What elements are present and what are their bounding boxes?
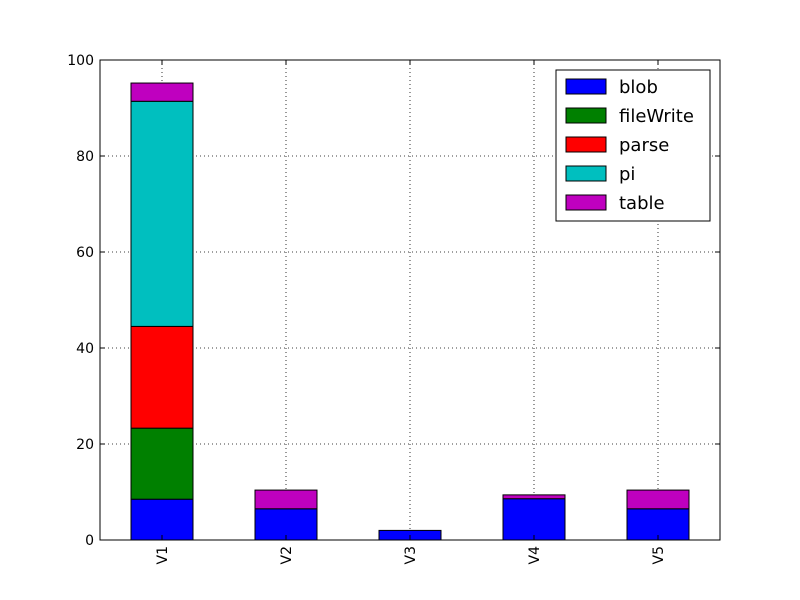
legend-label-table: table bbox=[619, 193, 665, 214]
y-tick-label: 20 bbox=[76, 437, 94, 453]
legend-label-pi: pi bbox=[619, 164, 635, 185]
bar-table-V2 bbox=[254, 489, 318, 510]
bar-parse-V1 bbox=[130, 325, 194, 429]
legend: blob fileWrite parse pi table bbox=[555, 69, 711, 222]
legend-swatch-pi bbox=[565, 165, 607, 182]
axis-ticks: 0 20 40 60 80 100 V1 V2 V3 V4 V5 bbox=[67, 53, 720, 564]
y-tick-label: 60 bbox=[76, 245, 94, 261]
legend-swatch-table bbox=[565, 194, 607, 211]
legend-label-parse: parse bbox=[619, 135, 669, 156]
legend-swatch-fileWrite bbox=[565, 107, 607, 124]
bar-fileWrite-V1 bbox=[130, 427, 194, 500]
bar-blob-V1 bbox=[130, 498, 194, 541]
bar-table-V4 bbox=[502, 494, 566, 500]
legend-label-fileWrite: fileWrite bbox=[619, 106, 694, 127]
x-tick-label: V1 bbox=[155, 546, 171, 564]
y-tick-label: 0 bbox=[85, 533, 94, 549]
x-tick-label: V2 bbox=[279, 546, 295, 564]
y-tick-label: 80 bbox=[76, 149, 94, 165]
x-tick-label: V3 bbox=[403, 546, 419, 564]
bar-blob-V4 bbox=[502, 498, 566, 541]
legend-swatch-blob bbox=[565, 78, 607, 95]
y-tick-label: 40 bbox=[76, 341, 94, 357]
bar-table-V5 bbox=[626, 489, 690, 510]
legend-label-blob: blob bbox=[619, 77, 658, 98]
bar-pi-V1 bbox=[130, 100, 194, 327]
y-tick-label: 100 bbox=[67, 53, 94, 69]
legend-swatch-parse bbox=[565, 136, 607, 153]
bar-table-V1 bbox=[130, 82, 194, 102]
x-tick-label: V5 bbox=[651, 546, 667, 564]
x-tick-label: V4 bbox=[527, 546, 543, 565]
bars bbox=[130, 82, 690, 541]
